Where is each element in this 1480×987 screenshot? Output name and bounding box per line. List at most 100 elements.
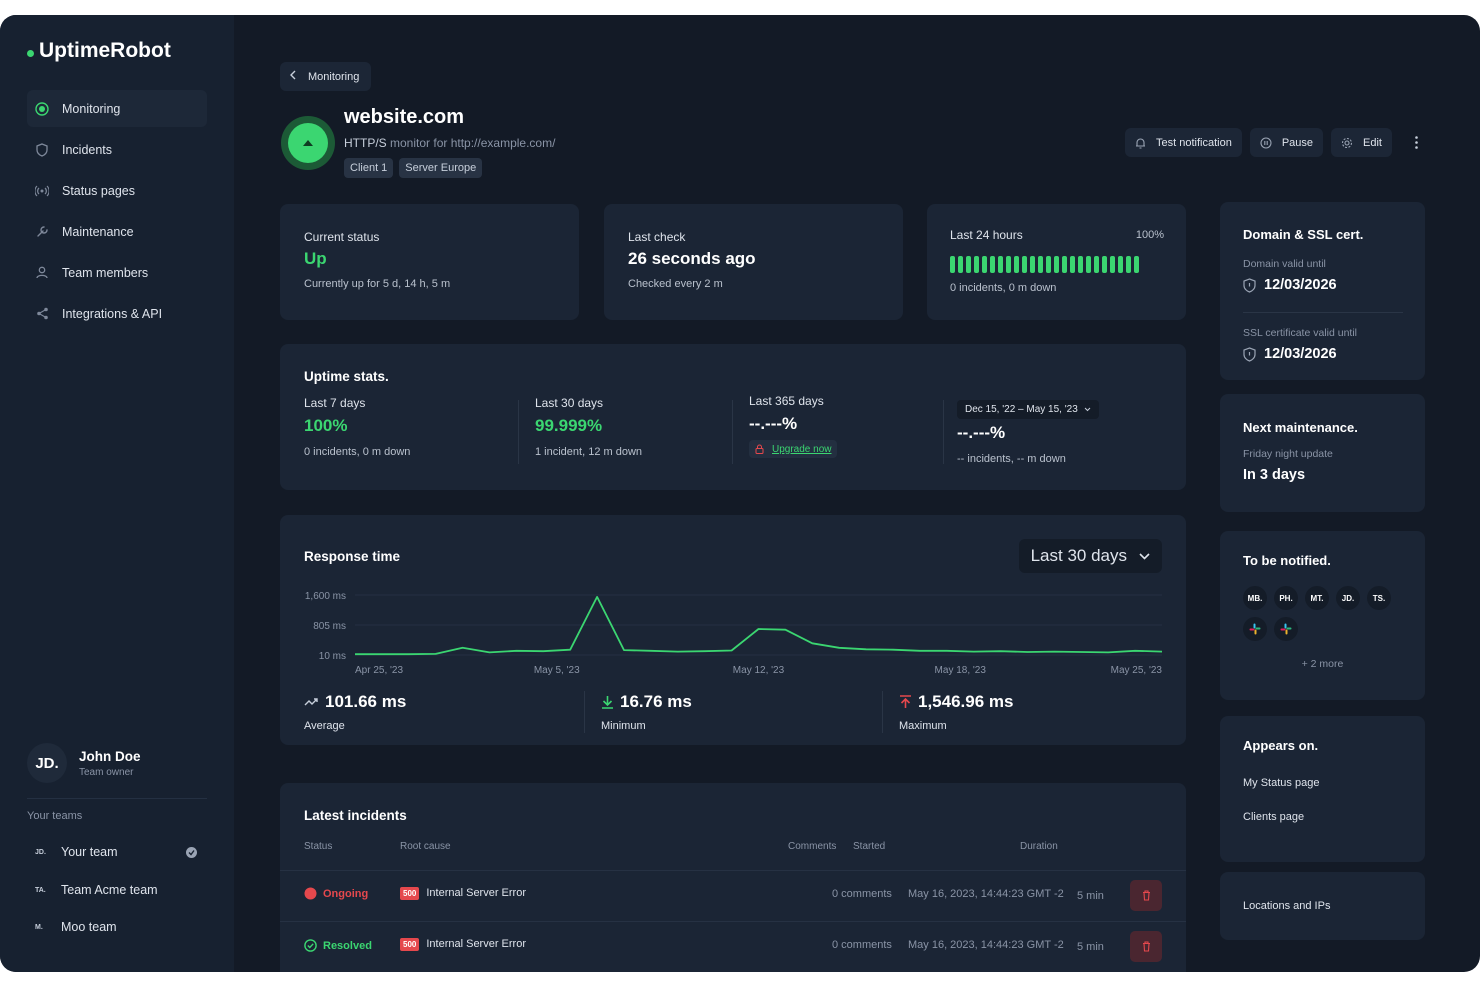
- uptime-segment[interactable]: [990, 256, 995, 273]
- uptime-segment[interactable]: [1094, 256, 1099, 273]
- uptime-segment[interactable]: [1054, 256, 1059, 273]
- uptime-segment[interactable]: [1070, 256, 1075, 273]
- more-options-icon[interactable]: [1406, 128, 1426, 157]
- app-logo[interactable]: UptimeRobot: [27, 39, 171, 63]
- monitor-subtitle: HTTP/S monitor for http://example.com/: [344, 136, 555, 150]
- upgrade-now-link[interactable]: Upgrade now: [749, 440, 838, 458]
- avatar[interactable]: JD.: [1336, 586, 1360, 610]
- uptime-segment[interactable]: [974, 256, 979, 273]
- table-row[interactable]: Resolved 500 Internal Server Error 0 comm…: [280, 921, 1186, 971]
- tag[interactable]: Server Europe: [399, 158, 483, 178]
- locations-link[interactable]: Locations and IPs: [1243, 900, 1331, 912]
- uptime-segment[interactable]: [1062, 256, 1067, 273]
- shield-check-icon: [1243, 277, 1256, 293]
- uptime-segment[interactable]: [1078, 256, 1083, 273]
- chevron-down-icon: [1139, 552, 1150, 560]
- sidebar-item-integrations[interactable]: Integrations & API: [27, 295, 207, 332]
- uptime-segment[interactable]: [998, 256, 1003, 273]
- uptime-segment[interactable]: [1110, 256, 1115, 273]
- logo-dot-icon: [27, 49, 34, 57]
- upgrade-label: Upgrade now: [772, 443, 832, 455]
- test-notification-button[interactable]: Test notification: [1125, 128, 1242, 157]
- sidebar-item-maintenance[interactable]: Maintenance: [27, 213, 207, 250]
- stat-divider: [584, 691, 585, 733]
- sidebar-item-team-members[interactable]: Team members: [27, 254, 207, 291]
- monitoring-icon: [35, 101, 49, 116]
- sidebar-item-incidents[interactable]: Incidents: [27, 131, 207, 168]
- uptime-segment[interactable]: [1134, 256, 1139, 273]
- response-average-value: 101.66 ms: [325, 692, 407, 711]
- team-abbr: TA.: [35, 886, 46, 894]
- sidebar-item-label: Incidents: [62, 142, 113, 157]
- app-name: UptimeRobot: [39, 39, 171, 62]
- uptime-segment[interactable]: [1022, 256, 1027, 273]
- uptime-segment[interactable]: [1046, 256, 1051, 273]
- incident-comments[interactable]: 0 comments: [832, 888, 892, 900]
- uptime-segment[interactable]: [950, 256, 955, 273]
- team-item-your-team[interactable]: JD. Your team: [27, 837, 207, 867]
- back-label: Monitoring: [308, 70, 360, 83]
- bell-icon: [1135, 137, 1146, 149]
- table-row[interactable]: Ongoing 500 Internal Server Error 0 comme…: [280, 870, 1186, 920]
- uptime-segment[interactable]: [966, 256, 971, 273]
- pause-button[interactable]: Pause: [1249, 128, 1324, 157]
- avatar[interactable]: PH.: [1274, 586, 1298, 610]
- response-minimum-value: 16.76 ms: [620, 692, 692, 711]
- uptime-segment[interactable]: [1030, 256, 1035, 273]
- appears-on-item[interactable]: My Status page: [1243, 777, 1320, 789]
- appears-on-item[interactable]: Clients page: [1243, 811, 1305, 823]
- avatar[interactable]: MT.: [1305, 586, 1329, 610]
- x-tick-label: May 25, '23: [1111, 665, 1163, 676]
- edit-button[interactable]: Edit: [1331, 128, 1392, 157]
- to-be-notified-title: To be notified.: [1243, 553, 1331, 568]
- slack-icon[interactable]: [1243, 617, 1267, 641]
- response-range-dropdown[interactable]: Last 30 days: [1018, 539, 1162, 573]
- uptime-segment[interactable]: [982, 256, 987, 273]
- slack-icon[interactable]: [1274, 617, 1298, 641]
- sidebar-item-label: Monitoring: [62, 101, 121, 116]
- x-tick-label: May 18, '23: [935, 665, 987, 676]
- locations-card[interactable]: Locations and IPs: [1220, 872, 1425, 940]
- appears-on-title: Appears on.: [1243, 738, 1319, 753]
- uptime-segment[interactable]: [958, 256, 963, 273]
- col-header-started: Started: [853, 841, 886, 852]
- sidebar-item-monitoring[interactable]: Monitoring: [27, 90, 207, 127]
- uptime-segment[interactable]: [1006, 256, 1011, 273]
- avatar[interactable]: TS.: [1367, 586, 1391, 610]
- date-range-select[interactable]: Dec 15, '22 – May 15, '23: [957, 400, 1099, 419]
- response-time-card: Response time Last 30 days 1,600 ms 805 m…: [280, 515, 1186, 745]
- notified-more[interactable]: + 2 more: [1301, 658, 1344, 670]
- uptime-segment[interactable]: [1038, 256, 1043, 273]
- uptime-segment[interactable]: [1086, 256, 1091, 273]
- last-check-card: Last check 26 seconds ago Checked every …: [604, 204, 903, 320]
- response-series-line[interactable]: [355, 595, 1163, 656]
- uptime-segment[interactable]: [1126, 256, 1131, 273]
- stat-detail: 0 incidents, 0 m down: [304, 446, 411, 458]
- tag[interactable]: Client 1: [344, 158, 394, 178]
- pause-label: Pause: [1281, 136, 1314, 149]
- current-user[interactable]: JD. John Doe Team owner: [27, 743, 141, 783]
- uptime-col-custom: Dec 15, '22 – May 15, '23 --.---% -- inc…: [957, 399, 1099, 465]
- domain-valid: 12/03/2026: [1243, 277, 1337, 293]
- sidebar-item-status-pages[interactable]: Status pages: [27, 172, 207, 209]
- card-divider: [1243, 312, 1403, 313]
- ongoing-icon: [304, 887, 317, 900]
- incident-comments[interactable]: 0 comments: [832, 939, 892, 951]
- back-button[interactable]: Monitoring: [280, 62, 372, 91]
- response-range-value: Last 30 days: [1030, 546, 1127, 565]
- sidebar-item-label: Integrations & API: [62, 306, 163, 321]
- team-name: Your team: [61, 845, 118, 859]
- team-item-moo[interactable]: M. Moo team: [27, 912, 207, 942]
- stat-label: Last 365 days: [749, 394, 824, 408]
- uptime-segment[interactable]: [1118, 256, 1123, 273]
- uptime-segment[interactable]: [1014, 256, 1019, 273]
- incident-started: May 16, 2023, 14:44:23 GMT -2: [908, 888, 1064, 900]
- uptime-segment[interactable]: [1102, 256, 1107, 273]
- sidebar-item-label: Team members: [62, 265, 149, 280]
- last-check-detail: Checked every 2 m: [628, 278, 723, 290]
- team-item-acme[interactable]: TA. Team Acme team: [27, 875, 207, 905]
- delete-incident-button[interactable]: [1130, 880, 1162, 911]
- delete-incident-button[interactable]: [1130, 931, 1162, 962]
- team-abbr: JD.: [35, 848, 46, 856]
- avatar[interactable]: MB.: [1243, 586, 1267, 610]
